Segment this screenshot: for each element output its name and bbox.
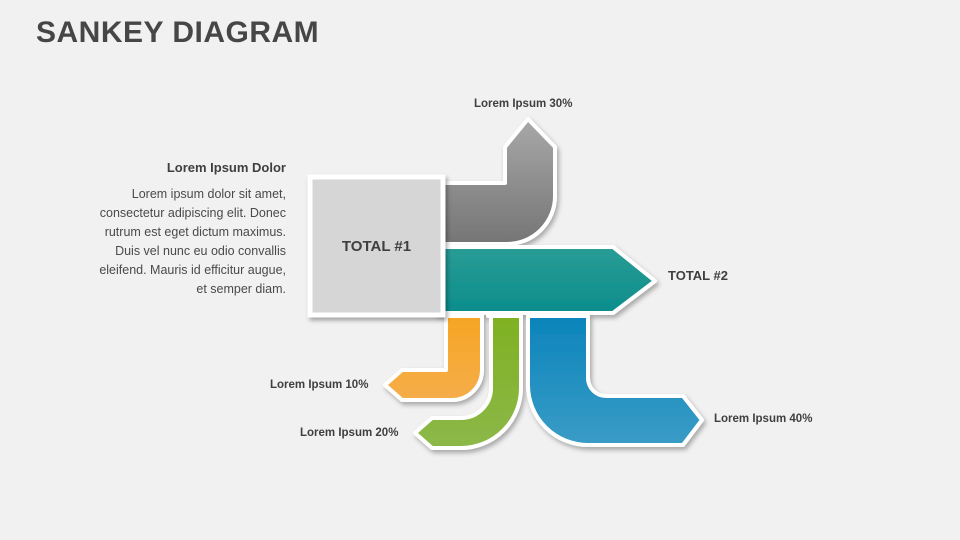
flow-label-blue: Lorem Ipsum 40% bbox=[714, 413, 813, 425]
page-title: SANKEY DIAGRAM bbox=[36, 16, 320, 49]
flow-label-top-gray: Lorem Ipsum 30% bbox=[474, 98, 573, 110]
flow-right-teal[interactable] bbox=[435, 245, 657, 315]
description-heading: Lorem Ipsum Dolor bbox=[166, 160, 286, 175]
flow-green[interactable] bbox=[413, 314, 523, 450]
flow-orange[interactable] bbox=[383, 314, 484, 402]
description-body: Lorem ipsum dolor sit amet, consectetur … bbox=[99, 187, 286, 296]
total1-label: TOTAL #1 bbox=[341, 238, 412, 255]
flow-label-orange: Lorem Ipsum 10% bbox=[270, 379, 369, 391]
description-block: Lorem Ipsum Dolor Lorem ipsum dolor sit … bbox=[86, 160, 286, 299]
flow-blue[interactable] bbox=[526, 314, 704, 447]
flow-top-gray[interactable] bbox=[435, 117, 557, 246]
total1-node[interactable] bbox=[307, 174, 446, 318]
flow-label-green: Lorem Ipsum 20% bbox=[300, 427, 399, 439]
flow-label-total2: TOTAL #2 bbox=[668, 268, 728, 283]
